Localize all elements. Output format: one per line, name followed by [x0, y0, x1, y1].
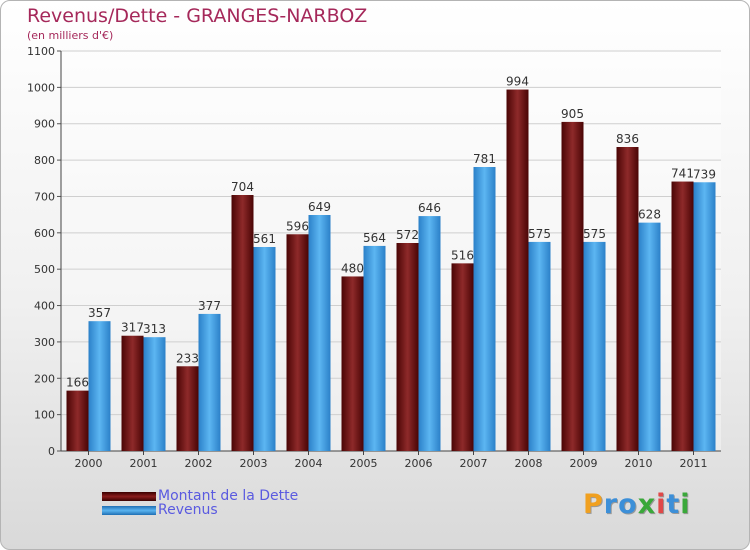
bar-revenus: [638, 222, 661, 451]
data-label-revenus: 781: [473, 152, 496, 166]
logo-letter: i: [680, 489, 691, 520]
y-tick-label: 1000: [27, 81, 55, 94]
data-label-dette: 233: [176, 351, 199, 365]
logo-letter: x: [637, 489, 657, 520]
data-label-revenus: 561: [253, 232, 276, 246]
legend-swatch-dette: [102, 491, 156, 501]
data-label-dette: 480: [341, 261, 364, 275]
bar-revenus: [308, 215, 331, 451]
y-tick-label: 800: [34, 154, 55, 167]
y-tick-label: 1100: [27, 45, 55, 58]
x-tick-label: 2010: [625, 457, 653, 470]
y-tick-label: 900: [34, 118, 55, 131]
y-tick-label: 0: [48, 445, 55, 458]
chart-title: Revenus/Dette - GRANGES-NARBOZ: [27, 5, 368, 27]
x-tick-label: 2002: [185, 457, 213, 470]
logo-letter: i: [656, 489, 667, 520]
bar-dette: [121, 335, 144, 451]
logo-letter: P: [583, 489, 604, 520]
data-label-dette: 317: [121, 321, 144, 335]
x-tick-label: 2000: [75, 457, 103, 470]
data-label-revenus: 649: [308, 200, 331, 214]
y-tick-label: 100: [34, 409, 55, 422]
bar-dette: [451, 263, 474, 451]
chart-subtitle: (en milliers d'€): [27, 29, 114, 42]
legend-label-dette: Montant de la Dette: [158, 488, 299, 504]
y-tick-label: 400: [34, 300, 55, 313]
x-tick-label: 2011: [680, 457, 708, 470]
x-tick-label: 2001: [130, 457, 158, 470]
legend-label-revenus: Revenus: [158, 502, 218, 518]
data-label-revenus: 357: [88, 306, 111, 320]
data-label-dette: 704: [231, 180, 254, 194]
bar-revenus: [528, 241, 551, 451]
data-label-revenus: 575: [583, 227, 606, 241]
x-tick-label: 2006: [405, 457, 433, 470]
data-label-revenus: 564: [363, 231, 386, 245]
bar-revenus: [363, 245, 386, 451]
legend-swatch-revenus: [102, 505, 156, 515]
bar-dette: [231, 195, 254, 451]
bar-revenus: [693, 182, 716, 452]
data-label-dette: 994: [506, 75, 529, 89]
y-tick-label: 600: [34, 227, 55, 240]
bar-dette: [286, 234, 309, 451]
legend-item-revenus: Revenus: [102, 502, 218, 518]
bar-dette: [671, 181, 694, 451]
data-label-revenus: 575: [528, 227, 551, 241]
data-label-revenus: 646: [418, 201, 441, 215]
data-label-revenus: 628: [638, 208, 661, 222]
y-tick-label: 700: [34, 190, 55, 203]
data-label-revenus: 739: [693, 167, 716, 181]
bar-dette: [561, 121, 584, 451]
x-tick-label: 2007: [460, 457, 488, 470]
logo-letter: o: [618, 489, 638, 520]
bar-dette: [506, 89, 529, 451]
x-tick-label: 2009: [570, 457, 598, 470]
bar-dette: [66, 390, 89, 451]
data-label-dette: 516: [451, 248, 474, 262]
bar-revenus: [418, 216, 441, 451]
y-tick-label: 300: [34, 336, 55, 349]
bar-revenus: [583, 241, 606, 451]
bar-revenus: [198, 313, 221, 451]
y-tick-label: 500: [34, 263, 55, 276]
data-label-dette: 905: [561, 107, 584, 121]
legend-item-dette: Montant de la Dette: [102, 488, 299, 504]
bar-revenus: [88, 321, 111, 451]
x-tick-label: 2004: [295, 457, 323, 470]
data-label-dette: 166: [66, 376, 89, 390]
data-label-dette: 741: [671, 167, 694, 181]
plot-area: [61, 51, 721, 451]
data-label-revenus: 377: [198, 299, 221, 313]
logo-letter: t: [666, 489, 681, 520]
bar-dette: [341, 276, 364, 451]
data-label-dette: 572: [396, 228, 419, 242]
bar-dette: [396, 243, 419, 451]
x-tick-label: 2003: [240, 457, 268, 470]
bar-revenus: [473, 167, 496, 451]
x-tick-label: 2008: [515, 457, 543, 470]
bar-dette: [176, 366, 199, 451]
data-label-dette: 596: [286, 219, 309, 233]
logo-letter: r: [603, 489, 619, 520]
data-label-revenus: 313: [143, 322, 166, 336]
bar-revenus: [253, 247, 276, 451]
y-tick-label: 200: [34, 372, 55, 385]
proxiti-logo: Proxiti: [583, 489, 691, 520]
bar-revenus: [143, 337, 166, 451]
x-tick-label: 2005: [350, 457, 378, 470]
bar-dette: [616, 147, 639, 451]
data-label-dette: 836: [616, 132, 639, 146]
